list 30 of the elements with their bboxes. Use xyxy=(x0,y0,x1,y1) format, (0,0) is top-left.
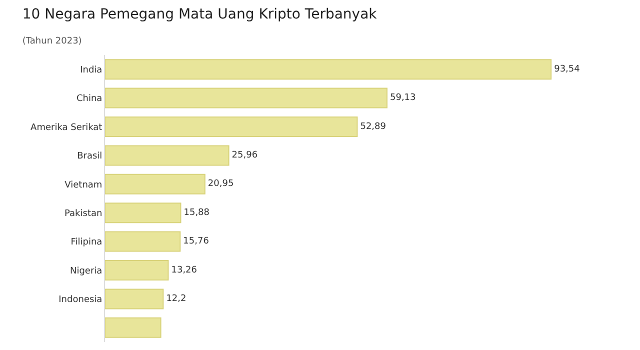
y-tick-label: India xyxy=(80,66,102,76)
bar xyxy=(105,260,169,281)
bar xyxy=(105,231,181,252)
y-tick-label: Pakistan xyxy=(64,209,102,219)
data-label: 15,76 xyxy=(183,236,210,247)
data-label: 15,88 xyxy=(184,208,210,218)
bar xyxy=(105,59,552,80)
y-tick-label: Indonesia xyxy=(58,295,102,306)
bar xyxy=(105,202,182,224)
bar xyxy=(105,88,388,108)
bar xyxy=(105,145,230,166)
y-tick-label: Filipina xyxy=(70,238,102,248)
data-label: 59,13 xyxy=(390,93,416,104)
data-label: 93,54 xyxy=(554,64,580,74)
y-tick-label: China xyxy=(76,94,102,104)
data-label: 20,95 xyxy=(208,179,234,190)
y-tick-label: Nigeria xyxy=(70,266,102,276)
bar xyxy=(105,116,358,138)
data-label: 12,2 xyxy=(166,294,186,304)
y-tick-label: Vietnam xyxy=(64,180,102,190)
y-tick-label: Brasil xyxy=(77,152,102,162)
chart-title: 10 Negara Pemegang Mata Uang Kripto Terbanyak xyxy=(22,6,378,23)
y-tick-label: Amerika Serikat xyxy=(30,122,103,133)
bar xyxy=(105,317,162,338)
bar xyxy=(105,174,206,194)
chart-subtitle: (Tahun 2023) xyxy=(22,36,82,46)
data-label: 25,96 xyxy=(232,150,258,160)
data-label: 52,89 xyxy=(360,122,386,132)
bar xyxy=(105,288,164,310)
data-label: 13,26 xyxy=(171,265,198,276)
